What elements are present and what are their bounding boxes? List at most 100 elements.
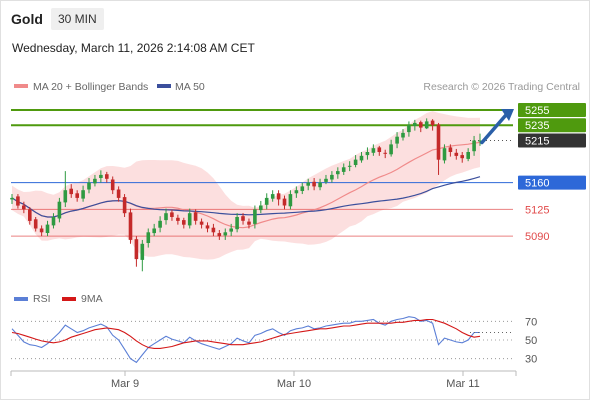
candle-body [324, 178, 328, 182]
price-tag-5235 [518, 118, 586, 133]
candle-body [57, 201, 62, 219]
price-tag-label-5125: 5125 [525, 204, 549, 216]
candle-body [16, 196, 20, 206]
candle-body [395, 136, 399, 144]
candle-body [247, 221, 251, 225]
candle-body [282, 198, 287, 206]
candle-body [134, 239, 139, 260]
candle-body [359, 155, 364, 161]
candle-body [330, 174, 334, 180]
candle-body [223, 232, 228, 236]
ma20-legend-label: MA 20 + Bollinger Bands [33, 81, 148, 93]
rsi-ma-line [11, 318, 481, 349]
ma50-legend-label: MA 50 [175, 81, 205, 93]
target-arrow-shaft [480, 113, 508, 145]
target-arrow-head [501, 108, 514, 121]
rsi-tick-label-70: 70 [525, 316, 537, 328]
candle-body [288, 194, 293, 207]
x-tick-label: Mar 11 [446, 378, 479, 390]
candle-body [110, 179, 115, 191]
rsi-legend-swatch [14, 297, 28, 301]
x-tick-label: Mar 9 [111, 378, 139, 390]
candle-body [164, 213, 168, 221]
moving-averages [11, 141, 481, 229]
candle-body [253, 209, 257, 224]
candle-body [336, 171, 340, 175]
ma50-legend-swatch [157, 84, 171, 88]
candle-body [294, 190, 299, 194]
ma20-legend-swatch [14, 84, 28, 88]
candle-body [383, 152, 387, 154]
candle-body [353, 159, 358, 165]
candle-body [152, 228, 156, 234]
candle-body [182, 220, 186, 225]
candle-body [235, 217, 239, 230]
price-tag-label-5090: 5090 [525, 231, 549, 243]
candle-body [81, 190, 85, 199]
candle-body [389, 144, 393, 155]
candle-body [460, 155, 464, 159]
candle-body [347, 165, 352, 167]
candle-body [33, 219, 38, 229]
rsi-legend: RSI 9MA [14, 293, 103, 305]
rsi-tick-label-30: 30 [525, 354, 537, 366]
candle-body [436, 124, 441, 160]
timestamp: Wednesday, March 11, 2026 2:14:08 AM CET [12, 41, 255, 55]
candle-body [99, 174, 103, 178]
main-legend: MA 20 + Bollinger Bands MA 50 [14, 81, 205, 93]
rsi-legend-label: RSI [33, 293, 51, 305]
candle-body [413, 122, 417, 126]
candle-body [365, 152, 370, 156]
candle-body [146, 232, 151, 243]
candle-body [229, 228, 233, 232]
candle-body [122, 197, 127, 214]
candle-body [63, 190, 68, 203]
candle-body [341, 167, 346, 172]
rsi-panel: 70 50 30 [11, 316, 537, 366]
price-tag-label-5160: 5160 [525, 178, 549, 190]
candle-body [312, 181, 316, 187]
candle-body [140, 243, 145, 260]
watermark: Research © 2026 Trading Central [423, 81, 580, 93]
candle-body [28, 209, 32, 221]
bollinger-band-area [12, 111, 480, 260]
candle-body [442, 148, 447, 161]
candle-body [205, 225, 210, 229]
candle-body [472, 140, 476, 152]
x-ticks: Mar 9 Mar 10 Mar 11 [111, 371, 480, 390]
price-tag-label-5255: 5255 [525, 105, 549, 117]
candle-body [407, 125, 411, 133]
candle-body [93, 178, 97, 184]
header: Gold 30 MIN [0, 0, 590, 38]
candle-body [377, 147, 382, 152]
instrument-title: Gold [11, 11, 43, 27]
candle-body [45, 224, 50, 233]
candle-body [466, 152, 470, 159]
rsi-line [11, 316, 480, 364]
candle-body [87, 182, 91, 190]
price-tags: 5255 5235 5215 5160 5125 5090 [518, 102, 586, 243]
rsi-tick-label-50: 50 [525, 335, 537, 347]
rsi-ma-legend-label: 9MA [81, 293, 103, 305]
candle-body [75, 193, 79, 198]
candle-body [51, 217, 56, 226]
price-tag-label-5215: 5215 [525, 136, 549, 148]
price-tag-label-5235: 5235 [525, 120, 549, 132]
candle-body [211, 227, 216, 233]
candle-body [39, 228, 44, 233]
ma50-line [11, 176, 481, 218]
candle-body [128, 212, 133, 240]
candle-body [241, 216, 245, 221]
candle-body [187, 213, 192, 226]
price-tag-5255 [518, 102, 586, 117]
candle-body [430, 120, 435, 126]
candles [10, 108, 514, 272]
candle-body [158, 220, 162, 228]
candle-body [264, 197, 269, 205]
candle-body [276, 193, 281, 200]
timeframe-badge[interactable]: 30 MIN [51, 8, 104, 30]
candle-body [318, 182, 322, 188]
candle-body [22, 205, 26, 210]
rsi-ma-legend-swatch [62, 297, 76, 301]
